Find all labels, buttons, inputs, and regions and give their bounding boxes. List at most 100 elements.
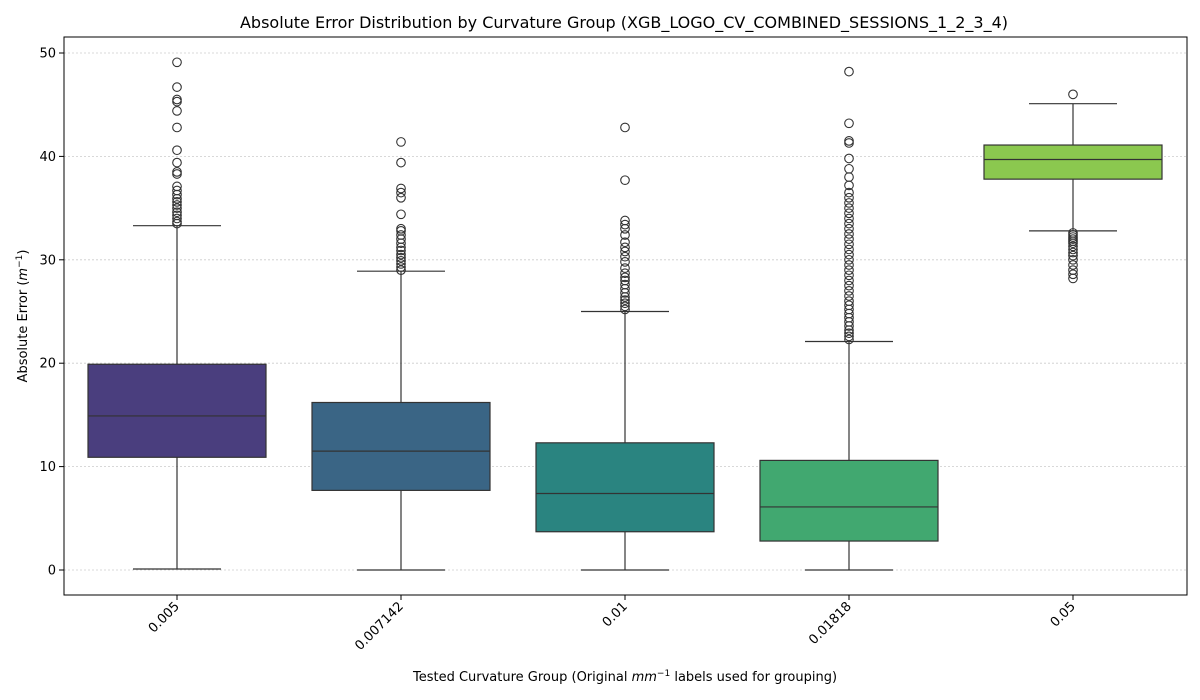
outlier-point <box>172 197 182 207</box>
outlier-point <box>620 237 630 248</box>
y-tick-label: 50 <box>39 47 56 62</box>
outlier-point <box>172 145 182 156</box>
outlier-point <box>620 215 630 226</box>
outlier-point <box>620 272 630 283</box>
outlier-point <box>844 136 854 146</box>
outlier-point <box>396 252 406 263</box>
outlier-point <box>844 249 854 260</box>
outlier-point <box>844 138 854 148</box>
outlier-point <box>844 218 854 229</box>
outlier-point <box>620 304 630 315</box>
x-axis-label: Tested Curvature Group (Original mm−1 la… <box>412 669 837 685</box>
outlier-point <box>844 291 854 301</box>
outlier-point <box>844 223 854 234</box>
outlier-point <box>620 257 630 267</box>
outlier-point <box>1068 228 1078 238</box>
y-tick-label: 20 <box>39 357 56 372</box>
outlier-point <box>620 242 630 253</box>
outlier-point <box>396 187 406 198</box>
outlier-point <box>844 254 854 265</box>
outlier-point <box>844 198 854 208</box>
outlier-point <box>844 192 854 203</box>
outlier-point <box>844 334 854 345</box>
outlier-point <box>620 263 630 273</box>
outlier-point <box>844 275 854 286</box>
box-group-0.05 <box>983 89 1163 284</box>
outlier-point <box>172 169 182 179</box>
outlier-point <box>844 300 854 311</box>
boxes <box>87 57 1163 571</box>
iqr-box <box>87 363 267 458</box>
x-tick-label: 0.01818 <box>806 599 855 648</box>
iqr-box <box>983 144 1163 180</box>
outlier-point <box>844 66 854 77</box>
outlier-point <box>172 216 182 227</box>
y-tick-label: 40 <box>39 150 56 165</box>
outlier-point <box>396 249 406 260</box>
box-group-0.01 <box>535 122 715 571</box>
y-tick-label: 10 <box>39 460 56 475</box>
outlier-point <box>1068 250 1078 261</box>
box-group-0.01818 <box>759 66 939 571</box>
outlier-point <box>1068 89 1078 100</box>
outlier-point <box>844 280 854 291</box>
outlier-point <box>172 185 182 196</box>
outlier-point <box>172 96 182 107</box>
outlier-point <box>1068 269 1078 280</box>
outlier-point <box>396 265 406 275</box>
outlier-point <box>396 209 406 220</box>
outlier-point <box>1068 247 1078 258</box>
outlier-point <box>620 251 630 262</box>
outlier-point <box>620 298 630 309</box>
outlier-point <box>844 153 854 164</box>
outlier-point <box>844 213 854 224</box>
outlier-point <box>172 122 182 133</box>
outlier-point <box>620 246 630 257</box>
x-axis: 0.005 0.007142 0.01 0.01818 0.05 <box>146 595 1079 654</box>
outlier-point <box>1068 241 1078 252</box>
outlier-point <box>844 265 854 275</box>
y-tick-label: 0 <box>48 564 56 579</box>
outlier-point <box>396 183 406 194</box>
outlier-point <box>844 172 854 182</box>
outlier-point <box>1068 260 1078 270</box>
outlier-point <box>396 230 406 240</box>
outlier-point <box>844 203 854 213</box>
iqr-box <box>311 401 491 491</box>
outlier-point <box>172 167 182 177</box>
outlier-point <box>172 82 182 92</box>
outlier-point <box>172 57 182 68</box>
outlier-point <box>844 239 854 250</box>
chart-title: Absolute Error Distribution by Curvature… <box>240 13 1008 33</box>
outlier-point <box>396 259 406 269</box>
outlier-point <box>396 223 406 234</box>
x-tick-label: 0.005 <box>146 599 183 636</box>
outlier-point <box>620 219 630 230</box>
outlier-point <box>172 210 182 221</box>
outlier-point <box>844 328 854 339</box>
outlier-point <box>172 213 182 224</box>
outlier-point <box>844 244 854 255</box>
outlier-point <box>844 296 854 307</box>
outlier-point <box>844 187 854 198</box>
x-tick-label: 0.05 <box>1048 599 1079 630</box>
outlier-point <box>396 157 406 168</box>
outlier-point <box>396 245 406 256</box>
outlier-point <box>620 268 630 279</box>
outlier-point <box>172 94 182 105</box>
iqr-box <box>759 459 939 542</box>
outlier-point <box>844 234 854 244</box>
outlier-point <box>396 262 406 272</box>
outlier-point <box>620 230 630 240</box>
x-tick-label: 0.007142 <box>352 599 406 653</box>
outlier-point <box>620 295 630 305</box>
outlier-point <box>844 331 854 342</box>
outlier-point <box>620 279 630 290</box>
outlier-point <box>396 137 406 147</box>
outlier-point <box>396 192 406 203</box>
outlier-point <box>620 122 630 133</box>
outlier-point <box>620 275 630 286</box>
iqr-box <box>535 442 715 533</box>
y-axis: 0 10 20 30 40 50 <box>39 47 64 579</box>
